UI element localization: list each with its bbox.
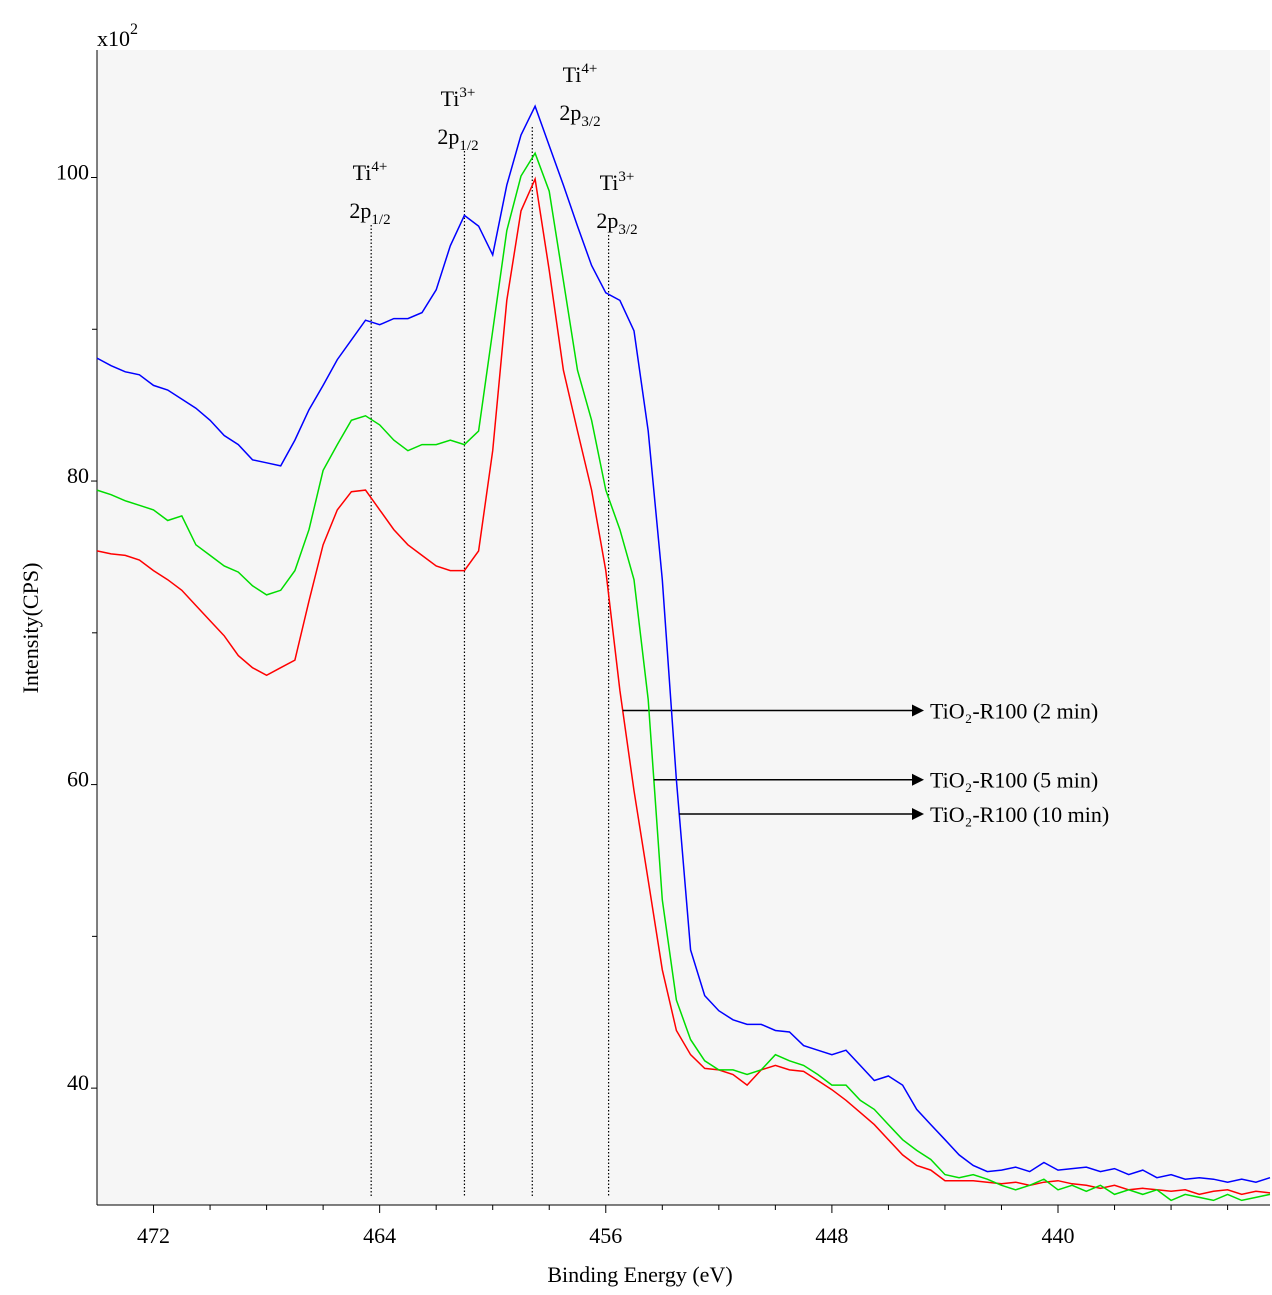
multiplier-base: x10 [97, 26, 130, 51]
multiplier-exponent: 2 [130, 21, 138, 38]
x-tick-label: 472 [137, 1223, 170, 1248]
peak-level: 1/2 [459, 138, 478, 154]
x-tick-label: 440 [1042, 1223, 1075, 1248]
legend-label: TiO₂-R100 (5 min) [930, 768, 1098, 793]
peak-level: 3/2 [581, 114, 600, 130]
series-line [96, 104, 1271, 1183]
legend-arrowhead [912, 704, 924, 717]
peak-element: Ti [600, 170, 619, 195]
y-tick-label: 80 [67, 463, 89, 488]
peak-orbital-name: 2p [349, 198, 371, 223]
peak-charge: 3+ [459, 85, 475, 101]
peak-charge: 4+ [371, 159, 387, 175]
y-tick-label: 60 [67, 767, 89, 792]
x-axis-label: Binding Energy (eV) [547, 1262, 732, 1287]
y-tick-label: 40 [67, 1070, 89, 1095]
peak-element: Ti [353, 160, 372, 185]
peak-ion: Ti3+ [600, 169, 635, 195]
y-multiplier: x102 [97, 21, 138, 51]
peak-orbital-name: 2p [559, 100, 581, 125]
peak-orbital-name: 2p [596, 208, 618, 233]
peak-level: 1/2 [371, 212, 390, 228]
series-line [96, 151, 1271, 1202]
peak-level: 3/2 [618, 222, 637, 238]
peak-orbital: 2p1/2 [437, 124, 478, 154]
peak-orbital: 2p3/2 [596, 208, 637, 238]
x-tick-label: 448 [815, 1223, 848, 1248]
peak-ion: Ti4+ [353, 159, 388, 185]
plot-area [97, 50, 1270, 1205]
y-tick-label: 100 [56, 159, 89, 184]
peak-ion: Ti4+ [563, 61, 598, 87]
peak-orbital-name: 2p [437, 124, 459, 149]
peak-ion: Ti3+ [441, 85, 476, 111]
peak-element: Ti [441, 86, 460, 111]
legend-label: TiO₂-R100 (10 min) [930, 802, 1109, 827]
x-tick-label: 464 [363, 1223, 396, 1248]
peak-orbital: 2p3/2 [559, 100, 600, 130]
legend-arrowhead [912, 808, 924, 821]
peak-orbital: 2p1/2 [349, 198, 390, 228]
peak-charge: 3+ [618, 169, 634, 185]
legend-arrowhead [912, 773, 924, 786]
y-axis-label: Intensity(CPS) [18, 563, 43, 694]
x-tick-label: 456 [589, 1223, 622, 1248]
peak-charge: 4+ [581, 61, 597, 77]
legend-label: TiO₂-R100 (2 min) [930, 699, 1098, 724]
series-line [96, 176, 1271, 1196]
peak-element: Ti [563, 62, 582, 87]
